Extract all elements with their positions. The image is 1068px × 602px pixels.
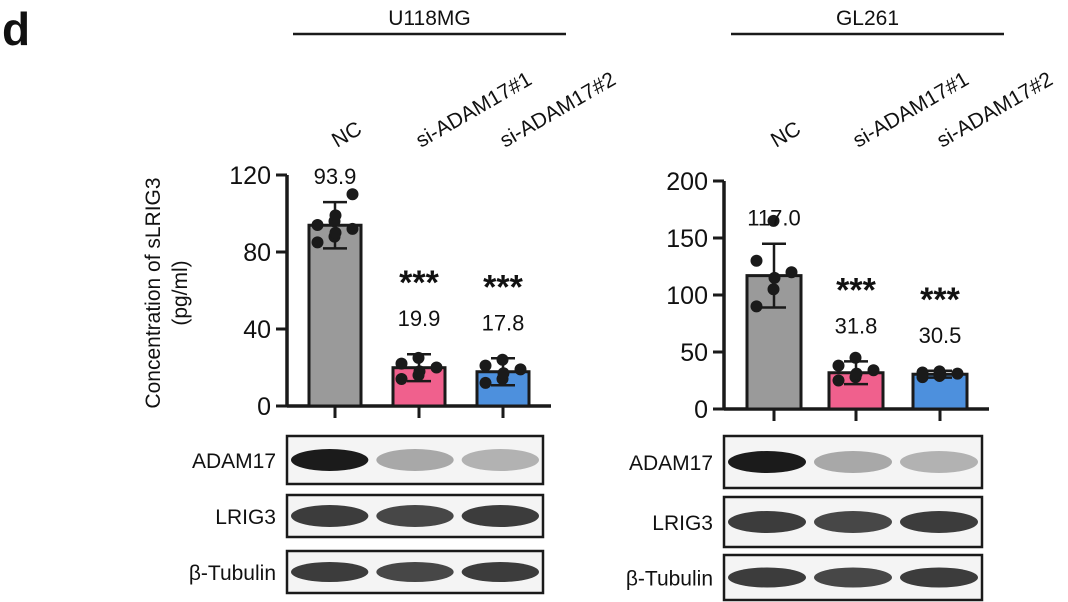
blot-band <box>376 562 454 582</box>
value-label: 30.5 <box>919 323 962 348</box>
blot-band <box>461 562 539 582</box>
blot-row: β-Tubulin <box>189 549 545 595</box>
data-point <box>496 353 509 366</box>
significance-marker: *** <box>399 264 439 302</box>
value-label: 117.0 <box>747 206 800 231</box>
data-point <box>768 271 781 284</box>
data-point <box>867 364 880 377</box>
blot-band <box>291 449 369 471</box>
value-label: 19.9 <box>398 306 441 331</box>
y-tick-label: 200 <box>666 168 708 196</box>
y-axis-label-line1: Concentration of sLRIG3 <box>142 177 165 408</box>
blot-band <box>900 451 978 473</box>
y-tick-label: 50 <box>680 339 708 367</box>
panel-letter: d <box>2 3 31 55</box>
blot-band <box>728 451 806 473</box>
significance-marker: *** <box>836 271 876 309</box>
blot-band <box>900 567 978 588</box>
data-point <box>850 367 863 380</box>
blot-band <box>728 511 806 533</box>
data-point <box>933 365 946 378</box>
y-tick-label: 0 <box>257 393 271 421</box>
blot-band <box>461 449 539 471</box>
bar <box>307 223 363 408</box>
significance-marker: *** <box>483 268 523 306</box>
value-label: 93.9 <box>314 164 357 189</box>
data-point <box>311 236 324 249</box>
data-point <box>311 219 324 232</box>
value-label: 31.8 <box>835 313 878 338</box>
data-point <box>916 366 929 379</box>
data-point <box>395 373 408 386</box>
data-point <box>767 283 780 296</box>
blot-band <box>376 505 454 527</box>
blot-band <box>461 505 539 527</box>
blot-label: LRIG3 <box>215 506 276 529</box>
data-point <box>767 214 780 227</box>
blot-row: LRIG3 <box>215 493 545 539</box>
y-tick-label: 150 <box>666 225 708 253</box>
data-point <box>329 209 342 222</box>
y-tick-label: 120 <box>229 162 271 190</box>
blot-band <box>814 511 892 533</box>
data-point <box>750 254 763 267</box>
data-point <box>346 188 359 201</box>
panel-title: GL261 <box>836 7 899 30</box>
data-point <box>412 351 425 364</box>
category-label: NC <box>767 117 805 152</box>
blot-band <box>814 451 892 473</box>
y-axis-label: Concentration of sLRIG3 (pg/ml) <box>142 177 192 408</box>
category-label: NC <box>328 117 366 152</box>
blot-label: LRIG3 <box>652 512 713 535</box>
data-point <box>395 357 408 370</box>
data-point <box>832 374 845 387</box>
significance-marker: *** <box>920 281 960 319</box>
blot-band <box>900 511 978 533</box>
data-point <box>832 359 845 372</box>
data-point <box>750 300 763 313</box>
blot-label: β-Tubulin <box>626 568 713 591</box>
data-point <box>329 226 342 239</box>
y-tick-label: 0 <box>694 396 708 424</box>
data-point <box>849 351 862 364</box>
data-point <box>514 363 527 376</box>
blot-band <box>291 505 369 527</box>
data-point <box>497 367 510 380</box>
data-point <box>479 359 492 372</box>
blot-label: ADAM17 <box>629 452 713 475</box>
data-point <box>430 361 443 374</box>
y-tick-label: 40 <box>243 316 271 344</box>
y-axis-label-line2: (pg/ml) <box>169 260 192 325</box>
blot-label: β-Tubulin <box>189 562 276 585</box>
blot-row: ADAM17 <box>192 434 545 486</box>
panel-title: U118MG <box>388 7 470 30</box>
blot-row: ADAM17 <box>629 434 984 490</box>
blot-band <box>814 567 892 588</box>
blot-band <box>291 562 369 582</box>
blot-label: ADAM17 <box>192 450 276 473</box>
data-point <box>346 222 359 235</box>
y-tick-label: 80 <box>243 239 271 267</box>
blot-band <box>376 449 454 471</box>
data-point <box>479 376 492 389</box>
blot-band <box>728 567 806 588</box>
data-point <box>413 365 426 378</box>
data-point <box>951 367 964 380</box>
value-label: 17.8 <box>482 310 525 335</box>
y-tick-label: 100 <box>666 282 708 310</box>
data-point <box>785 266 798 279</box>
blot-row: LRIG3 <box>652 495 984 549</box>
blot-row: β-Tubulin <box>626 553 984 602</box>
